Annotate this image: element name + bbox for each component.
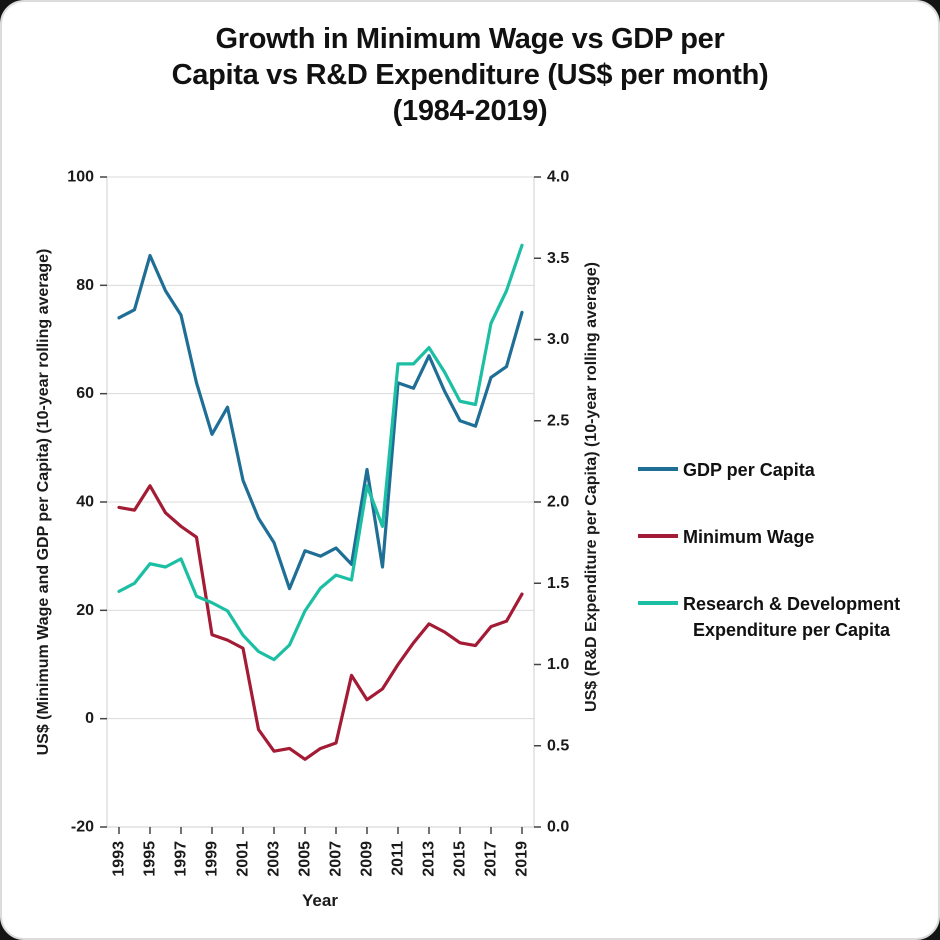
y-left-tick-label: 40: [76, 494, 94, 511]
x-tick-label: 2005: [297, 841, 314, 877]
y-axis-right-label: US$ (R&D Expenditure per Capita) (10-yea…: [583, 262, 600, 712]
series-line-minimum-wage: [117, 484, 524, 761]
legend-line-minimum-wage: [638, 534, 678, 539]
y-right-tick-label: 0.0: [547, 819, 569, 836]
x-tick-label: 2009: [359, 841, 376, 877]
x-tick-label: 2007: [328, 841, 345, 877]
y-right-tick-label: 3.0: [547, 331, 569, 348]
x-tick-label: 1999: [204, 841, 221, 877]
y-left-tick-label: 0: [85, 710, 94, 727]
legend-item-rnd-expenditure: Research & Development Expenditure per C…: [638, 592, 900, 642]
y-left-tick-label: 20: [76, 602, 94, 619]
y-right-tick-label: 4.0: [547, 169, 569, 186]
x-tick-label: 2001: [235, 841, 252, 877]
x-tick-label: 2019: [514, 841, 531, 877]
x-tick-label: 1997: [173, 841, 190, 877]
x-tick-label: 2015: [452, 841, 469, 877]
legend: GDP per Capita Minimum Wage Research & D…: [638, 458, 900, 643]
y-right-tick-label: 2.5: [547, 412, 569, 429]
legend-item-minimum-wage: Minimum Wage: [638, 525, 900, 550]
y-left-tick-label: -20: [71, 819, 94, 836]
y-axis-left-label: US$ (Minimum Wage and GDP per Capita) (1…: [35, 248, 52, 756]
y-right-tick-label: 1.0: [547, 656, 569, 673]
x-tick-label: 2013: [421, 841, 438, 877]
x-tick-label: 1995: [142, 841, 159, 877]
y-right-tick-label: 2.0: [547, 494, 569, 511]
series-line-research-development-expenditure-per-capita: [117, 243, 524, 662]
y-right-tick-label: 0.5: [547, 737, 569, 754]
y-right-tick-label: 1.5: [547, 575, 569, 592]
x-tick-label: 2017: [483, 841, 500, 877]
legend-item-gdp-per-capita: GDP per Capita: [638, 458, 900, 483]
y-left-tick-label: 100: [67, 169, 94, 186]
x-tick-label: 2011: [390, 841, 407, 876]
chart-title: Growth in Minimum Wage vs GDP per Capita…: [171, 23, 769, 127]
y-left-tick-label: 80: [76, 277, 94, 294]
y-right-tick-label: 3.5: [547, 250, 569, 267]
legend-item-label: GDP per Capita: [683, 460, 815, 480]
legend-line-rnd-expenditure: [638, 601, 678, 606]
legend-item-label: Research & Development Expenditure per C…: [683, 594, 901, 640]
x-axis-label: Year: [302, 891, 338, 910]
x-tick-label: 1993: [111, 841, 128, 877]
legend-item-label: Minimum Wage: [683, 527, 815, 548]
series-line-gdp-per-capita: [117, 253, 524, 591]
x-tick-label: 2003: [266, 841, 283, 877]
y-left-tick-label: 60: [76, 385, 94, 402]
legend-line-gdp-per-capita: [638, 467, 678, 471]
